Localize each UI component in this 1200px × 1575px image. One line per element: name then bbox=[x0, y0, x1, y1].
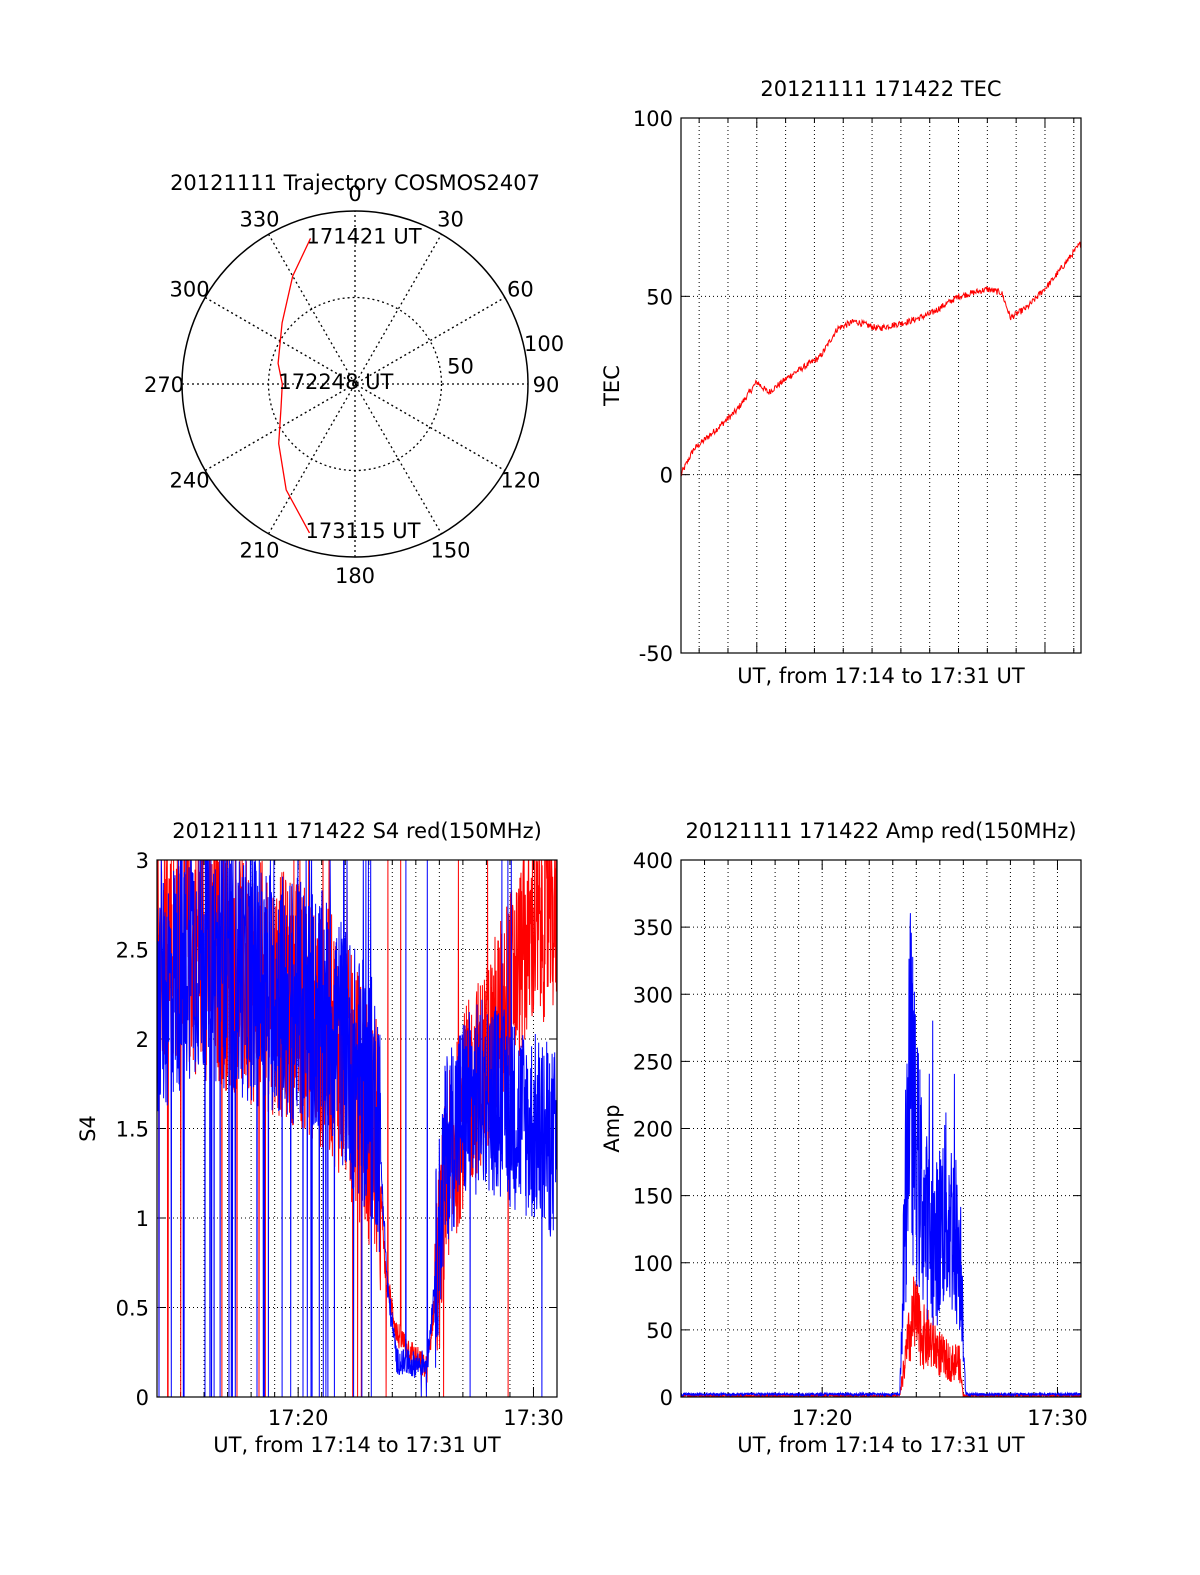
amp-ytick-label: 150 bbox=[633, 1185, 673, 1209]
trajectory-time-label: 173115 UT bbox=[305, 519, 420, 543]
s4-xlabel: UT, from 17:14 to 17:31 UT bbox=[213, 1433, 501, 1457]
polar-title: 20121111 Trajectory COSMOS2407 bbox=[170, 171, 540, 195]
polar-radial-label: 50 bbox=[447, 355, 474, 379]
s4-ylabel: S4 bbox=[76, 1115, 100, 1142]
amp-ytick-label: 300 bbox=[633, 983, 673, 1007]
tec-series-red bbox=[681, 241, 1081, 477]
polar-angle-label: 240 bbox=[170, 469, 210, 493]
tec-xlabel: UT, from 17:14 to 17:31 UT bbox=[737, 664, 1025, 688]
s4-ytick-label: 2 bbox=[136, 1028, 149, 1052]
tec-ytick-label: -50 bbox=[639, 642, 673, 666]
amp-xlabel: UT, from 17:14 to 17:31 UT bbox=[737, 1433, 1025, 1457]
amp-ytick-label: 100 bbox=[633, 1252, 673, 1276]
amp-series-blue bbox=[681, 913, 1081, 1397]
polar-angle-label: 30 bbox=[437, 208, 464, 232]
polar-radial-label: 100 bbox=[524, 332, 564, 356]
polar-angle-label: 90 bbox=[533, 373, 560, 397]
polar-angle-label: 210 bbox=[239, 538, 279, 562]
polar-angle-label: 180 bbox=[335, 564, 375, 588]
tec-ylabel: TEC bbox=[600, 365, 624, 407]
s4-series-blue bbox=[157, 860, 557, 1397]
s4-ytick-label: 1 bbox=[136, 1207, 149, 1231]
amp-xtick-label: 17:30 bbox=[1027, 1406, 1088, 1430]
tec-title: 20121111 171422 TEC bbox=[760, 77, 1001, 101]
tec-ytick-label: 50 bbox=[646, 285, 673, 309]
s4-xtick-label: 17:20 bbox=[268, 1406, 329, 1430]
s4-title: 20121111 171422 S4 red(150MHz) bbox=[172, 819, 542, 843]
amp-ytick-label: 0 bbox=[660, 1386, 673, 1410]
trajectory-line bbox=[277, 238, 312, 534]
s4-ytick-label: 2.5 bbox=[116, 939, 149, 963]
amp-ytick-label: 250 bbox=[633, 1050, 673, 1074]
tec-ytick-label: 0 bbox=[660, 464, 673, 488]
amp-frame bbox=[680, 859, 1082, 1398]
amp-ytick-label: 400 bbox=[633, 849, 673, 873]
polar-angle-label: 150 bbox=[430, 538, 470, 562]
amp-ytick-label: 350 bbox=[633, 916, 673, 940]
s4-ytick-label: 1.5 bbox=[116, 1118, 149, 1142]
polar-angle-label: 270 bbox=[144, 373, 184, 397]
amp-series-red bbox=[681, 1276, 1081, 1397]
s4-xtick-label: 17:30 bbox=[503, 1406, 564, 1430]
s4-ytick-label: 3 bbox=[136, 849, 149, 873]
amp-title: 20121111 171422 Amp red(150MHz) bbox=[685, 819, 1076, 843]
amp-xtick-label: 17:20 bbox=[792, 1406, 853, 1430]
s4-ytick-label: 0 bbox=[136, 1386, 149, 1410]
amp-ylabel: Amp bbox=[600, 1104, 624, 1152]
s4-ytick-label: 0.5 bbox=[116, 1297, 149, 1321]
s4-frame bbox=[156, 859, 558, 1398]
polar-angle-label: 330 bbox=[239, 208, 279, 232]
polar-angle-label: 0 bbox=[348, 182, 361, 206]
tec-frame bbox=[680, 117, 1082, 654]
amp-ytick-label: 50 bbox=[646, 1319, 673, 1343]
trajectory-time-label: 171421 UT bbox=[306, 224, 421, 248]
tec-ytick-label: 100 bbox=[633, 107, 673, 131]
polar-angle-label: 120 bbox=[500, 469, 540, 493]
polar-angle-label: 300 bbox=[170, 278, 210, 302]
amp-ytick-label: 200 bbox=[633, 1118, 673, 1142]
polar-angle-label: 60 bbox=[507, 278, 534, 302]
trajectory-time-label: 172248 UT bbox=[278, 370, 393, 394]
